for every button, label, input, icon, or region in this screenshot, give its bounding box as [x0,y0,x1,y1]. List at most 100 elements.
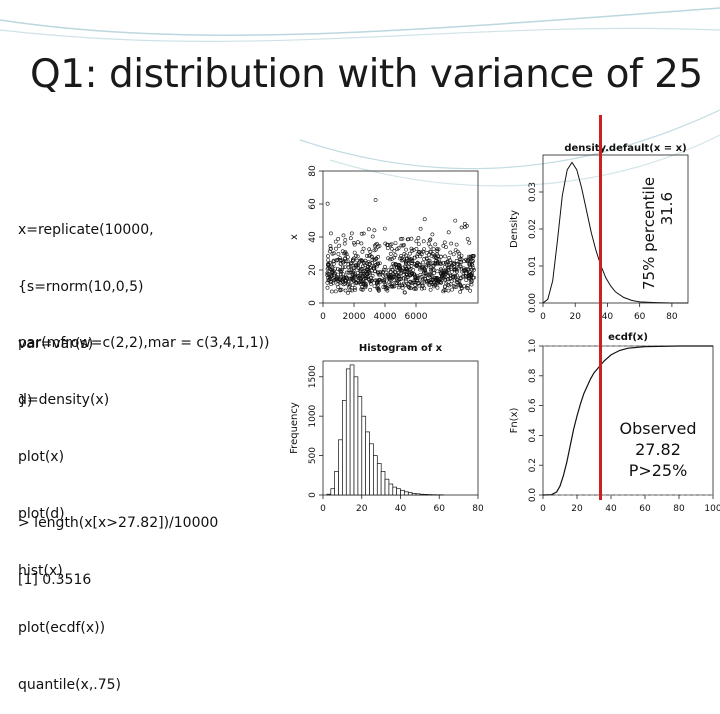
scatter-point [326,202,329,205]
x-tick-label: 6000 [405,312,428,322]
scatter-point [454,219,457,222]
x-tick-label: 60 [639,504,651,514]
scatter-point [344,238,347,241]
y-tick-label: 60 [308,198,318,210]
scatter-point [423,218,426,221]
y-axis-label: Fn(x) [509,407,520,433]
scatter-point [463,222,466,225]
y-tick-label: 0.03 [528,182,538,202]
y-tick-label: 80 [308,165,318,177]
x-tick-label: 20 [569,312,581,322]
histogram-bar [354,377,358,495]
code-block-output: > length(x[x>27.82])/10000 [1] 0.3516 [18,476,218,609]
code-line: par(mfrow=c(2,2),mar = c(3,4,1,1)) [18,334,269,353]
scatter-point [455,259,458,262]
scatter-point [356,241,359,244]
y-tick-label: 0 [308,492,318,498]
histogram-bar [346,369,350,495]
histogram-bar [362,416,366,495]
x-tick-label: 0 [320,312,326,322]
scatter-point [408,252,411,255]
scatter-point [349,237,352,240]
histogram-bars [327,365,443,495]
scatter-point [419,227,422,230]
scatter-point [350,232,353,235]
scatter-point [466,237,469,240]
y-tick-label: 40 [308,231,318,243]
scatter-point [452,253,455,256]
histogram-bar [420,494,424,495]
y-axis-label: x [289,234,300,240]
percentile-value: 31.6 [658,140,676,290]
scatter-point [329,232,332,235]
observed-label: Observed [610,418,706,439]
scatter-point [326,255,329,258]
y-tick-label: 0.02 [528,219,538,239]
scatter-point [421,261,424,264]
histogram-bar [366,432,370,495]
scatter-point [429,288,432,291]
scatter-point [330,290,333,293]
scatter-point [470,283,473,286]
y-tick-label: 0.00 [528,293,538,313]
histogram-bar [339,440,343,495]
code-line: d=density(x) [18,391,269,410]
scatter-point [429,245,432,248]
scatter-point [338,244,341,247]
histogram-bar [381,471,385,495]
scatter-point [459,290,462,293]
scatter-point [334,247,337,250]
scatter-point [425,251,428,254]
scatter-point [453,279,456,282]
x-tick-label: 40 [395,504,407,514]
scatter-point [361,250,364,253]
scatter-point [374,198,377,201]
x-tick-label: 60 [434,504,446,514]
x-tick-label: 20 [356,504,368,514]
scatter-point [343,266,346,269]
x-tick-label: 2000 [343,312,366,322]
scatter-point [468,241,471,244]
scatter-point [450,280,453,283]
x-tick-label: 80 [472,504,484,514]
x-tick-label: 0 [320,504,326,514]
scatter-point [337,237,340,240]
ecdf-title: ecdf(x) [608,332,648,343]
scatter-point [383,227,386,230]
y-tick-label: 0.2 [528,458,538,472]
y-tick-label: 500 [308,447,318,464]
y-tick-label: 0 [308,300,318,306]
x-tick-label: 20 [571,504,583,514]
scatter-point [394,242,397,245]
histogram-bar [342,400,346,495]
scatter-point [390,247,393,250]
scatter-point [465,279,468,282]
scatter-point [443,255,446,258]
x-tick-label: 80 [666,312,678,322]
percentile-annotation: 75% percentile 31.6 [640,140,680,290]
scatter-point [460,226,463,229]
histogram-bar [350,365,354,495]
y-tick-label: 0.6 [528,398,538,413]
scatter-point [417,236,420,239]
scatter-point [356,259,359,262]
scatter-point [353,251,356,254]
y-tick-label: 0.8 [528,368,538,383]
scatter-point [417,243,420,246]
x-tick-label: 100 [704,504,720,514]
scatter-point [422,240,425,243]
y-tick-label: 20 [308,264,318,276]
histogram-bar [416,494,420,495]
scatter-point [405,248,408,251]
scatter-point [369,288,372,291]
code-line: > length(x[x>27.82])/10000 [18,514,218,533]
scatter-point [434,243,437,246]
y-tick-label: 1500 [308,365,318,388]
scatter-point [343,242,346,245]
scatter-point [337,252,340,255]
scatter-point [342,234,345,237]
code-line: plot(ecdf(x)) [18,619,269,638]
histogram-bar [370,444,374,495]
histogram-bar [424,494,428,495]
scatter-point [373,285,376,288]
